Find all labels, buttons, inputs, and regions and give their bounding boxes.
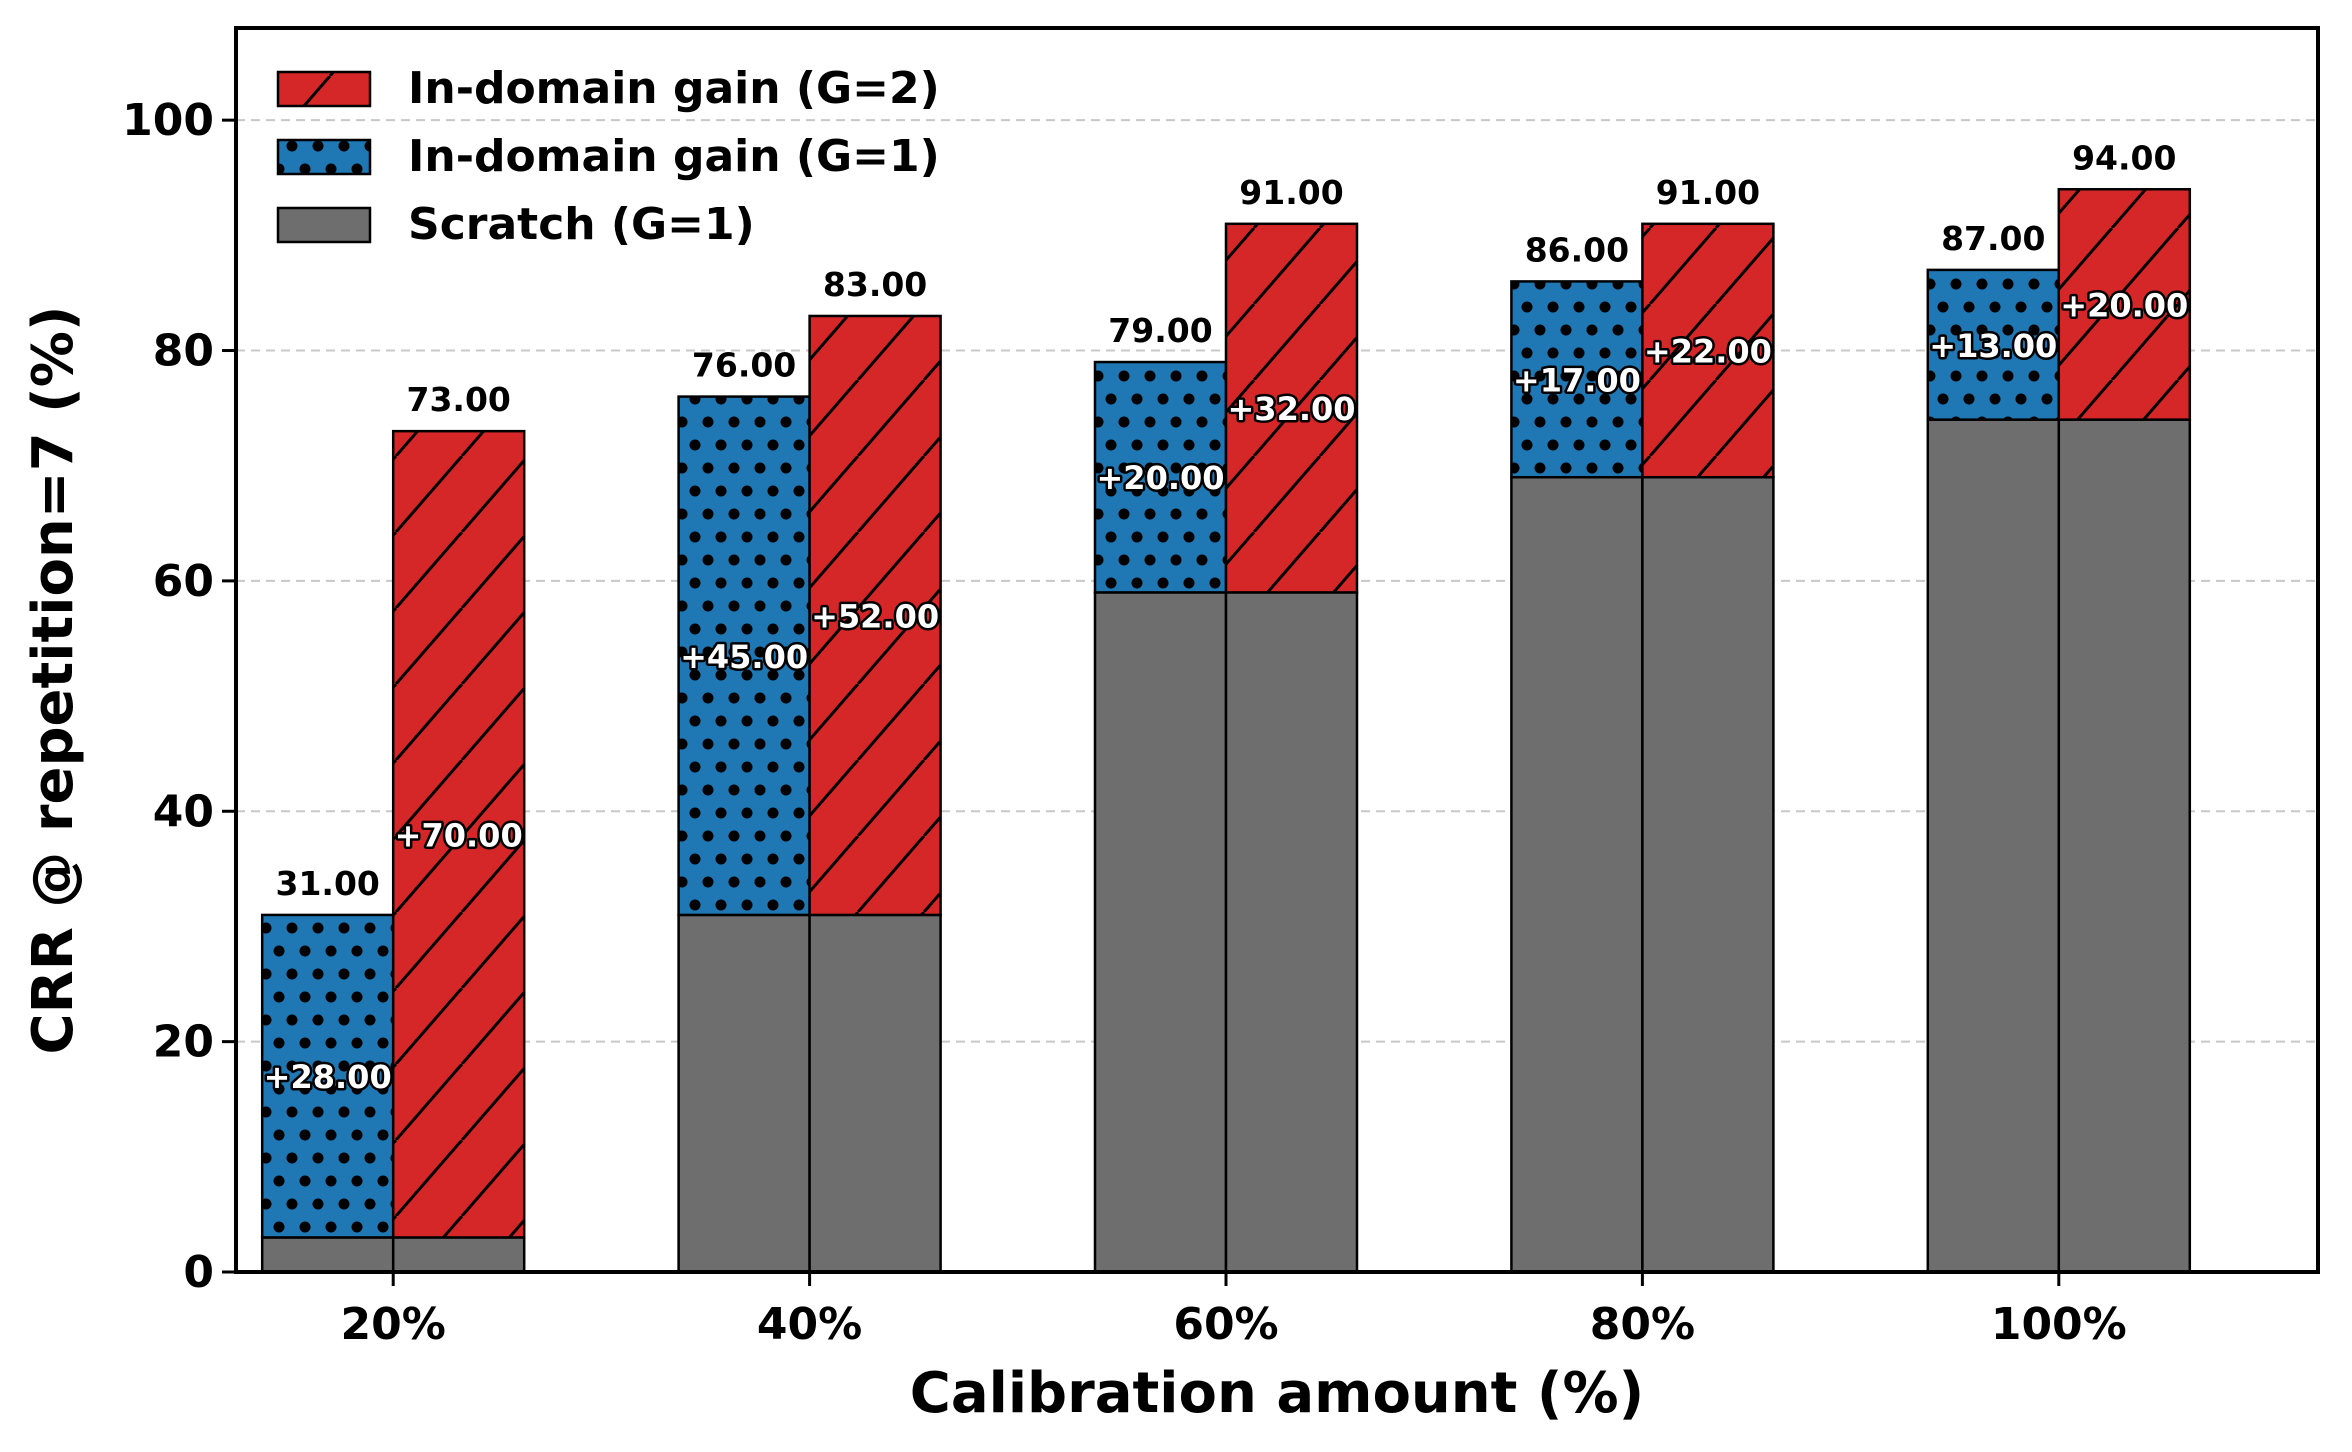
y-tick-label: 100: [122, 95, 214, 146]
legend-swatch-hatch-in-domain-gain-g-1: [276, 138, 372, 176]
bar-gain: [260, 913, 395, 1239]
y-tick-label: 0: [183, 1247, 214, 1298]
bar-gain-label: +28.00: [264, 1058, 392, 1096]
bar-total-label: 91.00: [1656, 173, 1760, 212]
bar-gain-label: +52.00: [811, 597, 939, 635]
bar-gain-label: +70.00: [395, 816, 523, 854]
bar-gain-label: +45.00: [680, 638, 808, 676]
x-tick-label: 100%: [1991, 1299, 2127, 1350]
bar-gain-label: +32.00: [1227, 390, 1355, 428]
x-tick-label: 40%: [757, 1299, 862, 1350]
bar-gain: [1510, 280, 1644, 479]
bar-gain: [1093, 360, 1228, 594]
bar-gain-label: +20.00: [2060, 286, 2188, 324]
bar-total-label: 94.00: [2072, 138, 2176, 177]
legend-label-scratch-g-1: Scratch (G=1): [408, 199, 755, 250]
bar-total-label: 91.00: [1239, 173, 1343, 212]
bar-gain: [1224, 222, 1359, 594]
legend-label-in-domain-gain-g-2: In-domain gain (G=2): [408, 63, 940, 114]
x-axis-label: Calibration amount (%): [910, 1361, 1644, 1426]
bar-scratch: [1926, 418, 2061, 1274]
legend-swatch-hatch-in-domain-gain-g-2: [276, 70, 372, 108]
bar-gain: [1641, 222, 1775, 479]
bar-scratch: [1641, 475, 1775, 1274]
bar-scratch: [1510, 475, 1644, 1274]
bar-total-label: 79.00: [1108, 311, 1212, 350]
bar-scratch: [1093, 591, 1228, 1274]
y-tick-label: 20: [153, 1017, 214, 1068]
x-tick-label: 20%: [341, 1299, 446, 1350]
x-tick-label: 80%: [1590, 1299, 1695, 1350]
bar-gain-label: +13.00: [1929, 327, 2057, 365]
axes: 0 20 40 60 80 100 20% 40% 60% 80% 100%: [122, 95, 2127, 1350]
bar-gain-label: +22.00: [1644, 333, 1772, 371]
legend: In-domain gain (G=2) In-domain gain (G=1)…: [276, 63, 940, 250]
bar-total-label: 31.00: [276, 864, 380, 903]
legend-label-in-domain-gain-g-1: In-domain gain (G=1): [408, 131, 940, 182]
legend-swatch-scratch-g-1: [276, 206, 372, 244]
bar-total-label: 83.00: [823, 265, 927, 304]
y-tick-label: 60: [153, 556, 214, 607]
bar-scratch: [1224, 591, 1359, 1274]
y-tick-label: 80: [153, 326, 214, 377]
bar-total-label: 86.00: [1525, 230, 1629, 269]
bar-scratch: [808, 913, 942, 1274]
bars: [260, 188, 2192, 1274]
bar-gain-label: +17.00: [1513, 361, 1641, 399]
bar-gain: [2057, 188, 2192, 421]
value-labels: 31.00 +28.00 73.00 +70.00 76.00 +45.00 83.00 +5…: [261, 138, 2191, 1098]
plot-frame: [234, 26, 2320, 1274]
bar-scratch: [2057, 418, 2192, 1274]
bar-gain-label: +20.00: [1096, 459, 1224, 497]
bar-gain: [1926, 268, 2061, 421]
bar-gain: [808, 314, 942, 917]
bar-total-label: 76.00: [692, 346, 796, 385]
x-tick-label: 60%: [1173, 1299, 1278, 1350]
bar-total-label: 87.00: [1941, 219, 2045, 258]
bar-scratch: [391, 1236, 526, 1274]
y-tick-label: 40: [153, 786, 214, 837]
y-axis-label: CRR @ repetition=7 (%): [21, 306, 86, 1055]
bar-scratch: [677, 913, 811, 1274]
bar-total-label: 73.00: [407, 380, 511, 419]
bar-scratch: [260, 1236, 395, 1274]
bar-gain: [391, 429, 526, 1239]
